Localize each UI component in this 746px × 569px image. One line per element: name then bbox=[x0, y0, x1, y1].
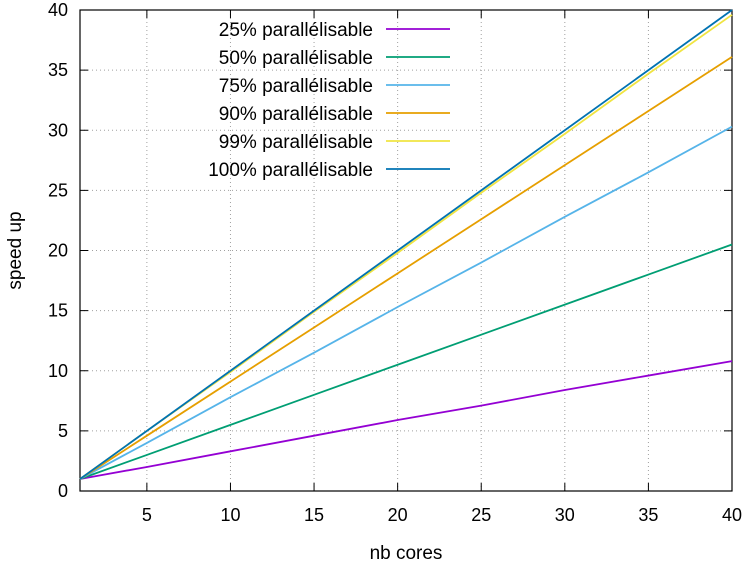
y-tick-label: 0 bbox=[58, 481, 68, 501]
y-tick-label: 5 bbox=[58, 421, 68, 441]
grid bbox=[80, 10, 732, 491]
x-tick-label: 25 bbox=[471, 505, 491, 525]
x-tick-label: 30 bbox=[555, 505, 575, 525]
x-tick-label: 5 bbox=[142, 505, 152, 525]
legend-label: 50% parallélisable bbox=[219, 48, 373, 69]
legend-label: 25% parallélisable bbox=[219, 20, 373, 41]
legend: 25% parallélisable 50% parallélisable 75% … bbox=[208, 20, 450, 181]
x-tick-label: 35 bbox=[638, 505, 658, 525]
axis-ticks: 5 10 15 20 25 30 35 40 0 5 10 15 20 25 30 35 40 bbox=[48, 0, 742, 525]
y-tick-label: 35 bbox=[48, 60, 68, 80]
x-tick-label: 10 bbox=[220, 505, 240, 525]
series-line bbox=[79, 56, 733, 480]
x-tick-label: 15 bbox=[304, 505, 324, 525]
series-line bbox=[79, 243, 733, 480]
y-tick-label: 25 bbox=[48, 180, 68, 200]
series-line bbox=[79, 360, 733, 480]
y-tick-label: 40 bbox=[48, 0, 68, 20]
y-axis-title: speed up bbox=[5, 211, 26, 289]
legend-label: 90% parallélisable bbox=[219, 104, 373, 125]
y-tick-label: 10 bbox=[48, 361, 68, 381]
legend-label: 100% parallélisable bbox=[208, 160, 373, 181]
legend-label: 75% parallélisable bbox=[219, 76, 373, 97]
y-tick-label: 20 bbox=[48, 241, 68, 261]
x-tick-label: 40 bbox=[722, 505, 742, 525]
series-group bbox=[79, 9, 733, 480]
x-axis-title: nb cores bbox=[370, 543, 443, 564]
x-tick-label: 20 bbox=[388, 505, 408, 525]
y-tick-label: 15 bbox=[48, 301, 68, 321]
series-line bbox=[79, 9, 733, 480]
y-tick-label: 30 bbox=[48, 120, 68, 140]
legend-label: 99% parallélisable bbox=[219, 132, 373, 153]
series-line bbox=[79, 125, 733, 480]
